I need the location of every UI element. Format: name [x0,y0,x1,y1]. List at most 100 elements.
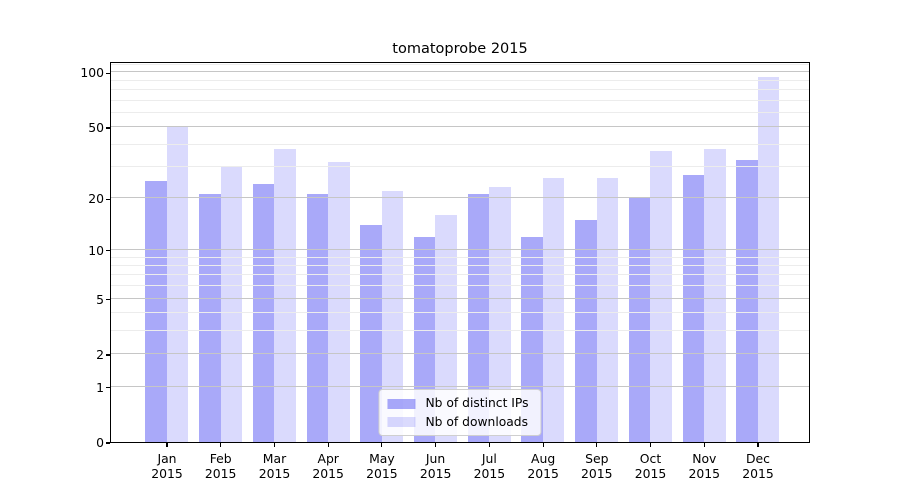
x-tick-month: Jun [425,451,446,466]
y-tick-mark [105,386,110,389]
y-tick-mark [105,198,110,200]
x-tick-label: May 2015 [350,451,414,481]
x-tick-label: Dec 2015 [726,451,790,481]
legend: Nb of distinct IPs Nb of downloads [378,389,542,436]
y-tick-mark [105,72,110,74]
bar-downloads [650,150,672,442]
x-tick-month: Apr [317,451,339,466]
x-tick-year: 2015 [581,466,613,481]
gridline-minor [111,111,809,113]
bar-downloads [274,148,296,442]
x-tick-year: 2015 [258,466,291,481]
y-tick-label: 5 [96,291,104,307]
x-tick-label: Nov 2015 [672,451,736,481]
x-tick-mark [542,443,544,447]
gridline-major [111,126,809,127]
y-tick-label: 0 [96,435,104,450]
gridline-major [111,248,809,250]
x-tick-month: Mar [262,451,287,466]
y-tick-mark [105,250,110,252]
x-tick-month: Oct [639,451,662,466]
x-tick-label: Mar 2015 [243,451,307,481]
gridline-major [111,353,809,354]
x-tick-mark [166,443,168,447]
plot-area: Nb of distinct IPs Nb of downloads [110,62,810,443]
legend-entry: Nb of downloads [387,414,529,429]
x-tick-mark [703,443,705,447]
gridline-major [111,71,809,73]
bar-downloads [220,166,242,442]
bar-downloads [596,178,619,442]
bar-downloads [704,148,726,442]
x-tick-month: Dec [746,451,770,466]
y-tick-label: 20 [88,191,104,207]
y-tick-label: 2 [96,347,104,362]
gridline-minor [111,89,809,90]
y-tick-label: 100 [80,65,104,81]
x-tick-mark [649,443,652,447]
x-tick-month: Jul [481,451,497,466]
gridline-minor [111,63,809,65]
gridline-major [111,385,809,387]
x-tick-month: Aug [530,451,556,466]
x-tick-month: May [369,451,395,466]
x-tick-year: 2015 [151,466,183,481]
x-tick-mark [488,443,490,447]
gridline-minor [111,165,809,167]
chart-title: tomatoprobe 2015 [392,41,528,57]
y-tick-label: 1 [96,379,104,395]
x-tick-label: Feb 2015 [189,451,253,481]
legend-swatch-downloads [387,416,416,427]
x-tick-year: 2015 [742,466,774,481]
bar-distinct-ips [145,181,167,442]
gridline-minor [111,285,809,287]
bar-downloads [757,77,780,442]
bar-downloads [166,127,189,442]
gridline-minor [111,143,809,145]
gridline-minor [111,256,809,258]
gridline-minor [111,265,809,266]
gridline-minor [111,274,809,276]
x-tick-month: Feb [209,451,232,466]
x-tick-mark [596,443,598,447]
bar-distinct-ips [306,194,328,442]
gridline-minor [111,312,809,314]
gridline-major [111,197,809,199]
bar-distinct-ips [199,194,221,442]
x-tick-mark [757,443,759,447]
x-tick-label: Apr 2015 [296,451,360,481]
x-tick-month: Nov [692,451,717,466]
gridline-major [111,297,809,299]
y-tick-mark [105,354,110,356]
bar-downloads [328,161,350,442]
y-tick-mark [105,442,110,444]
x-tick-label: Sep 2015 [565,451,629,481]
bar-distinct-ips [628,198,651,442]
x-tick-year: 2015 [366,466,398,481]
x-tick-year: 2015 [312,466,344,481]
y-tick-mark [105,298,110,301]
x-tick-label: Aug 2015 [511,451,575,481]
x-tick-year: 2015 [634,466,667,481]
gridline-minor [111,79,809,81]
x-tick-mark [327,443,329,447]
x-tick-month: Jan [157,451,177,466]
x-tick-label: Jun 2015 [404,451,468,481]
x-tick-month: Sep [585,451,609,466]
legend-label-downloads: Nb of downloads [425,414,529,429]
x-tick-mark [381,443,383,447]
bar-distinct-ips [575,219,597,442]
gridline-minor [111,329,809,331]
x-tick-label: Jan 2015 [135,451,199,481]
x-tick-mark [273,443,276,447]
bar-downloads [542,178,565,442]
x-tick-year: 2015 [204,466,237,481]
x-tick-year: 2015 [527,466,559,481]
bar-distinct-ips [467,194,490,442]
x-tick-year: 2015 [688,466,721,481]
x-tick-mark [220,443,222,447]
x-tick-year: 2015 [473,466,506,481]
bar-distinct-ips [360,225,382,442]
y-tick-label: 50 [88,120,104,135]
